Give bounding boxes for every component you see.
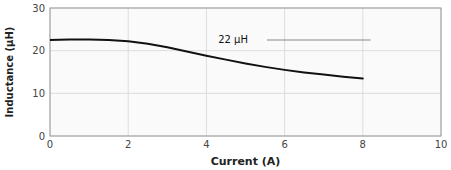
x-tick-label: 6	[281, 139, 287, 150]
chart: 0 2 4 6 8 10 0 10 20 30 22 μH Current (A) Inductance…	[0, 0, 451, 170]
y-tick-label: 30	[32, 3, 45, 14]
plot-frame	[50, 8, 441, 136]
chart-container: 0 2 4 6 8 10 0 10 20 30 22 μH Current (A) Inductance…	[0, 0, 451, 170]
y-tick-label: 10	[32, 88, 45, 99]
x-tick-label: 4	[203, 139, 209, 150]
x-grid-line	[128, 8, 129, 136]
y-axis-label: Inductance (μH)	[4, 27, 15, 118]
y-grid-line	[50, 50, 441, 51]
y-grid-line	[50, 93, 441, 94]
x-grid-line	[362, 8, 363, 136]
x-axis-label: Current (A)	[211, 155, 281, 168]
x-grid-line	[284, 8, 285, 136]
x-tick-label: 10	[435, 139, 448, 150]
data-line	[50, 40, 363, 79]
plot-background	[50, 8, 441, 136]
x-grid-line	[206, 8, 207, 136]
data-layer	[50, 40, 371, 79]
y-tick-label: 0	[39, 131, 45, 142]
reference-line	[267, 39, 371, 40]
x-tick-label: 0	[47, 139, 53, 150]
y-tick-label: 20	[32, 45, 45, 56]
grid	[50, 8, 441, 136]
x-tick-label: 2	[125, 139, 131, 150]
annotation: 22 μH	[218, 34, 248, 45]
x-tick-label: 8	[360, 139, 366, 150]
